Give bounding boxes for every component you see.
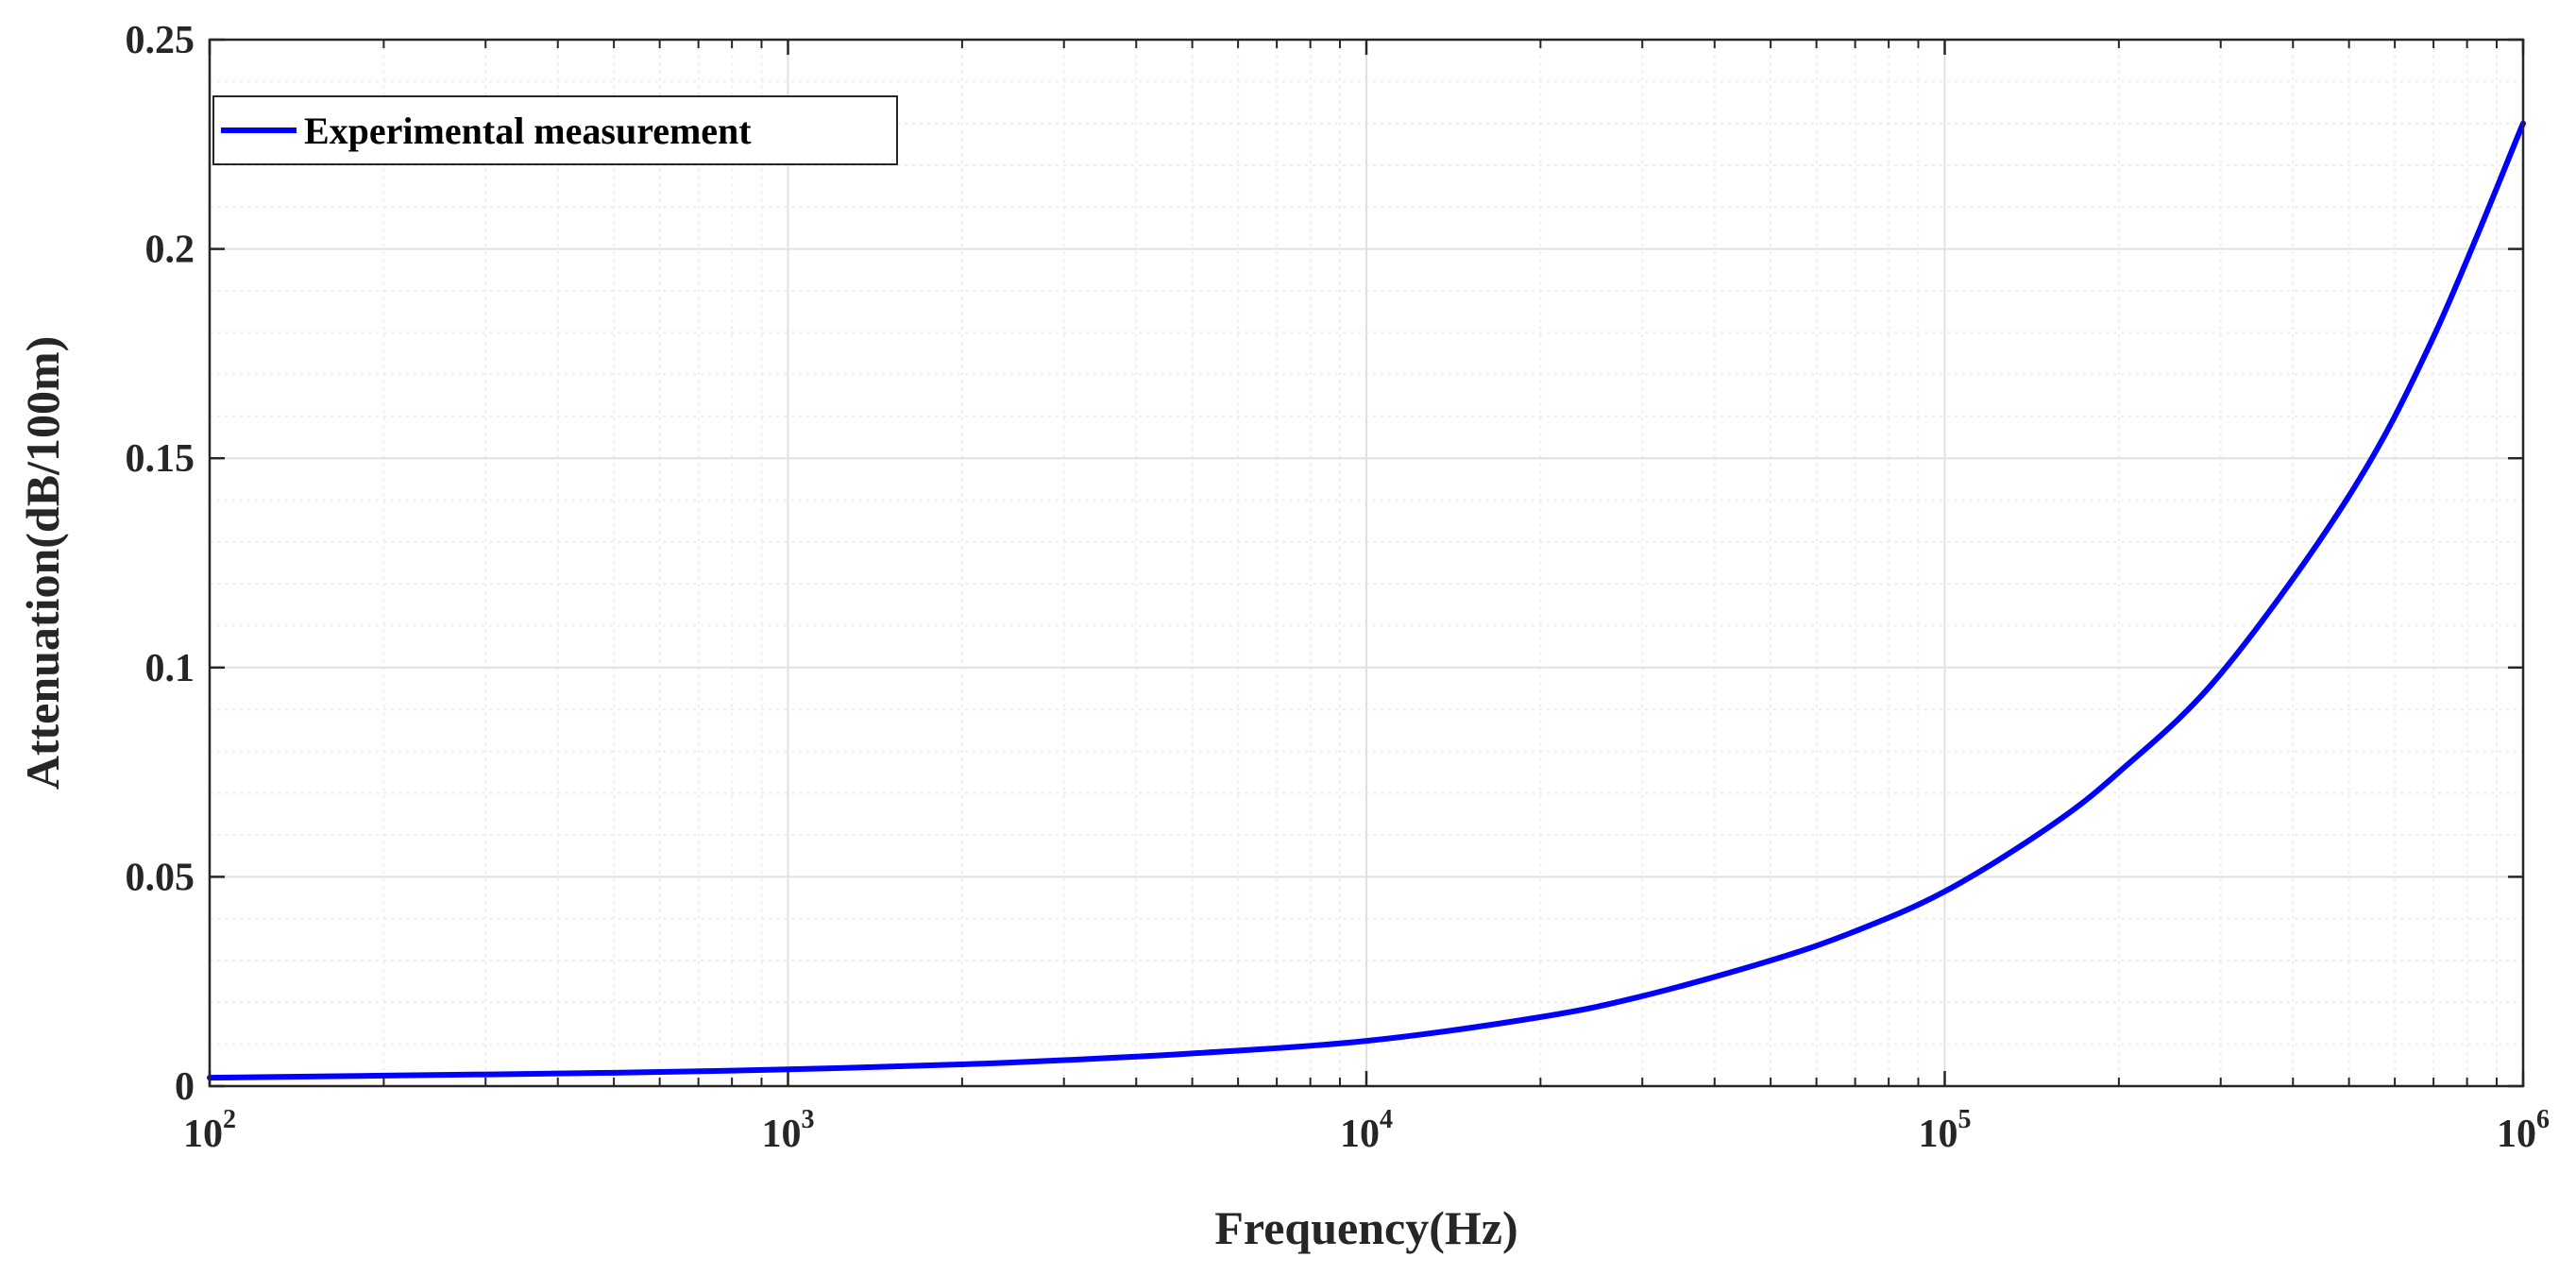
legend: Experimental measurement <box>212 95 898 165</box>
plot-frame <box>208 38 2525 1088</box>
x-tick-label: 103 <box>762 1105 815 1156</box>
y-axis-title: Attenuation(dB/100m) <box>16 336 69 790</box>
x-tick-label: 105 <box>1919 1105 1972 1156</box>
series-layer <box>207 120 2526 1081</box>
y-tick-label: 0.25 <box>126 19 195 62</box>
y-tick-label: 0.2 <box>145 229 195 272</box>
legend-label: Experimental measurement <box>304 110 752 152</box>
x-tick-labels: 102 103 104 105 106 <box>183 1105 2550 1156</box>
x-tick-label: 104 <box>1340 1105 1393 1156</box>
y-tick-label: 0.15 <box>126 437 195 481</box>
legend-box <box>212 95 898 165</box>
y-tick-label: 0.05 <box>126 856 195 899</box>
x-axis-title: Frequency(Hz) <box>1214 1201 1517 1254</box>
x-tick-label: 106 <box>2497 1105 2550 1156</box>
series-line-experimental-measurement <box>207 120 2526 1081</box>
y-tick-labels: 0 0.05 0.1 0.15 0.2 0.25 <box>126 19 195 1109</box>
y-tick-label: 0 <box>175 1065 195 1109</box>
x-tick-label: 102 <box>183 1105 236 1156</box>
y-tick-label: 0.1 <box>145 647 195 690</box>
